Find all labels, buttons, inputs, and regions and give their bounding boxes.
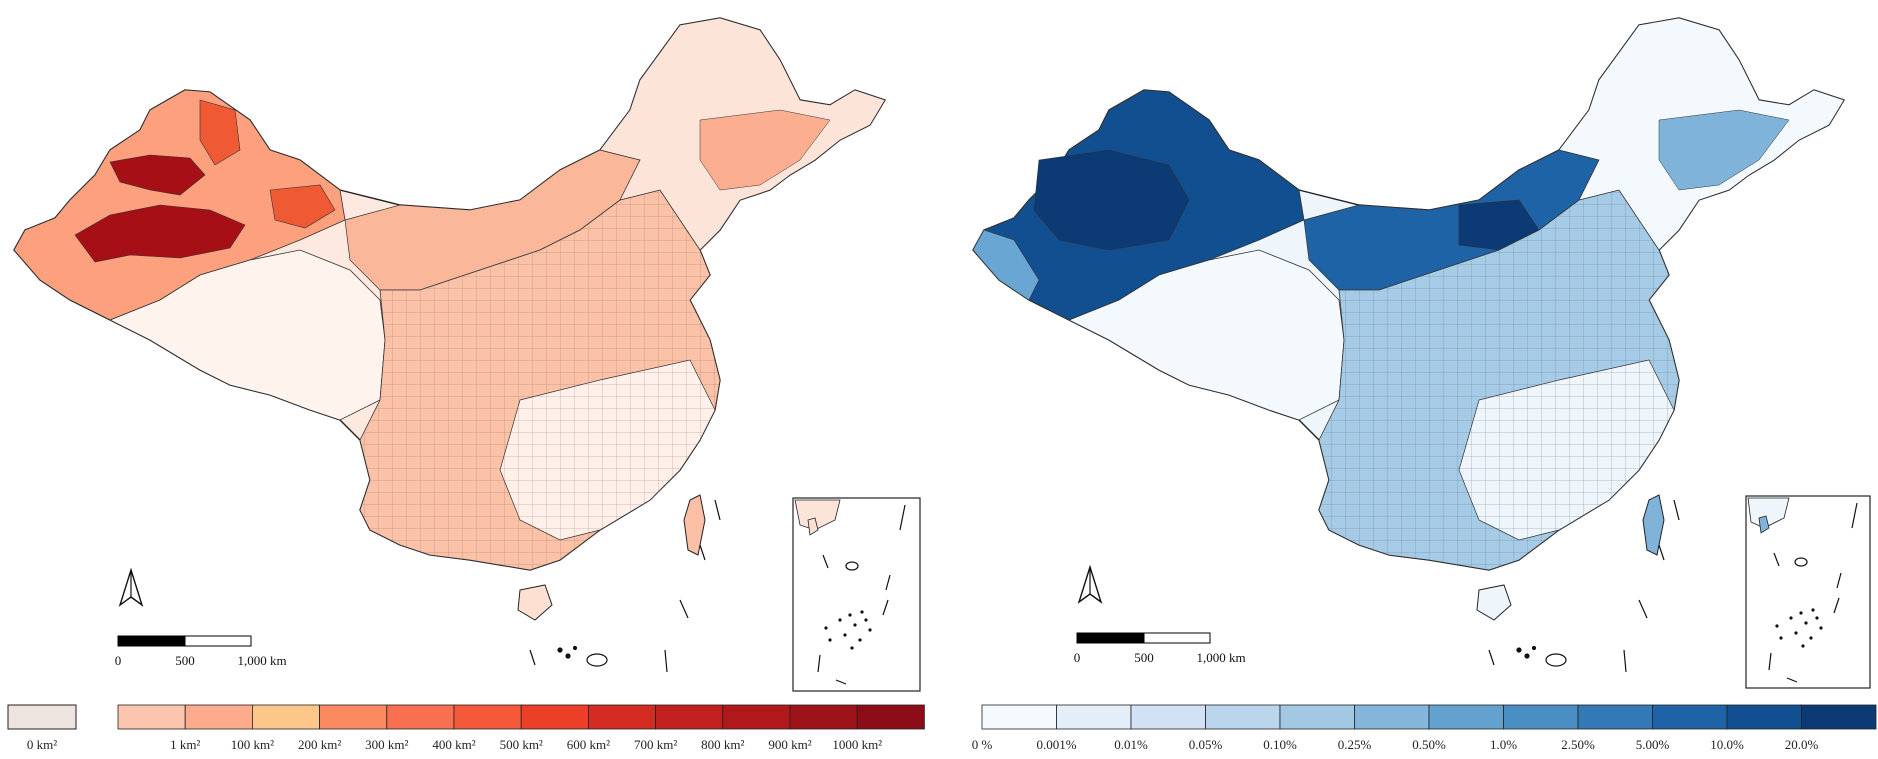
left-map-svg: 0 500 1,000 km 0 km² 1 km² 100 km² 200 km²… [7,17,925,752]
legend-label-2: 0.01% [1114,737,1148,752]
legend-swatch-2 [1130,704,1206,730]
legend-swatch-4 [386,704,455,730]
legend-zero-swatch [7,704,77,730]
legend-swatch-3 [319,704,388,730]
legend-label-3: 0.05% [1189,737,1223,752]
legend-label-2: 200 km² [298,737,341,752]
legend-swatch-4 [1279,704,1355,730]
legend-swatch-9 [722,704,791,730]
legend-zero-label: 0 km² [27,737,57,752]
legend-swatch-7 [1503,704,1579,730]
north-arrow-icon [1077,564,1103,604]
legend-label-7: 700 km² [634,737,677,752]
south-sea-dashes [1488,499,1680,673]
region-northeast-mid [1658,109,1790,191]
legend-label-9: 5.00% [1636,737,1670,752]
inset-map-left [792,497,921,692]
region-hotspot-4 [199,99,241,166]
legend-label-0: 1 km² [170,737,200,752]
legend-labels: 1 km² 100 km² 200 km² 300 km² 400 km² 500 km²… [170,737,882,752]
left-map-panel: 0 500 1,000 km 0 km² 1 km² 100 km² 200 km²… [7,17,925,752]
legend-label-1: 100 km² [231,737,274,752]
legend-swatch-6 [520,704,589,730]
legend-left: 0 km² 1 km² 100 km² 200 km² 300 km² 400 km² 5… [7,704,925,752]
legend-label-6: 0.50% [1412,737,1446,752]
island-taiwan [1642,494,1665,556]
legend-swatches [981,704,1877,730]
legend-swatch-8 [655,704,724,730]
region-hotspot-3 [269,184,336,229]
scale-bar-right: 0 500 1,000 km [1074,632,1246,665]
region-northeast-mid [699,109,831,191]
legend-label-11: 20.0% [1785,737,1819,752]
scale-label-0: 0 [1074,650,1081,665]
legend-swatch-0 [981,704,1057,730]
legend-label-3: 300 km² [365,737,408,752]
island-hainan [517,584,553,621]
legend-label-9: 900 km² [768,737,811,752]
right-map-panel: 0 500 1,000 km 0 % 0.001% 0.01% 0.05% 0.10% 0… [939,0,1878,759]
legend-label-4: 400 km² [432,737,475,752]
legend-label-6: 600 km² [567,737,610,752]
legend-labels: 0 % 0.001% 0.01% 0.05% 0.10% 0.25% 0.50% 1.0% 2.… [972,737,1819,752]
legend-label-10: 10.0% [1710,737,1744,752]
region-darkest [1033,149,1190,251]
inset-map-right [1745,495,1871,689]
scale-label-1000: 1,000 km [1196,650,1245,665]
legend-swatch-5 [453,704,522,730]
legend-label-0: 0 % [972,737,993,752]
scale-label-1000: 1,000 km [237,653,286,668]
legend-swatch-6 [1428,704,1504,730]
north-arrow-icon [118,567,144,607]
china-map-left [13,17,887,673]
region-hotspot-2 [74,204,246,263]
legend-label-5: 0.25% [1338,737,1372,752]
legend-swatch-10 [789,704,858,730]
south-sea-dashes [529,499,721,673]
legend-swatch-10 [1726,704,1802,730]
china-map-right [972,17,1846,673]
legend-swatch-8 [1577,704,1653,730]
legend-swatch-2 [251,704,320,730]
legend-swatch-1 [184,704,253,730]
scale-label-0: 0 [115,653,122,668]
legend-swatch-1 [1056,704,1132,730]
legend-swatch-7 [588,704,657,730]
legend-right: 0 % 0.001% 0.01% 0.05% 0.10% 0.25% 0.50% 1.0% 2.… [972,704,1877,752]
legend-swatch-11 [856,704,925,730]
legend-swatch-11 [1801,704,1877,730]
region-hotspot-1 [109,154,206,196]
legend-label-8: 2.50% [1561,737,1595,752]
legend-label-1: 0.001% [1036,737,1076,752]
legend-swatch-5 [1354,704,1430,730]
right-map-svg: 0 500 1,000 km 0 % 0.001% 0.01% 0.05% 0.10% 0… [972,17,1877,752]
scale-bar-left: 0 500 1,000 km [115,635,287,668]
legend-label-5: 500 km² [500,737,543,752]
region-southeast-grid [1459,360,1674,540]
legend-label-4: 0.10% [1263,737,1297,752]
legend-label-8: 800 km² [701,737,744,752]
island-taiwan [683,494,706,556]
legend-swatch-9 [1652,704,1728,730]
legend-swatch-0 [117,704,186,730]
region-west-edge [972,229,1040,301]
legend-label-10: 1000 km² [832,737,882,752]
region-southeast-grid [500,360,715,540]
legend-swatches [117,704,925,730]
legend-swatch-3 [1205,704,1281,730]
legend-label-7: 1.0% [1490,737,1517,752]
scale-label-500: 500 [1134,650,1154,665]
scale-label-500: 500 [175,653,195,668]
island-hainan [1476,584,1512,621]
